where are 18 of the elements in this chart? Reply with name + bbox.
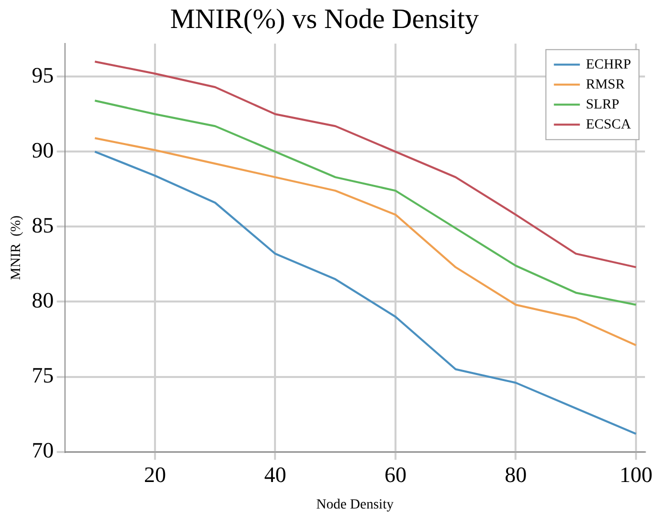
legend-label: ECSCA (586, 117, 632, 132)
x-tick-label: 60 (384, 462, 406, 487)
legend-label: ECHRP (586, 57, 632, 72)
x-axis-title: Node Density (316, 497, 394, 512)
y-tick-label: 90 (32, 137, 54, 162)
y-tick-label: 70 (32, 438, 54, 463)
y-tick-label: 85 (32, 212, 54, 238)
x-tick-label: 40 (264, 462, 286, 487)
x-tick-label: 20 (144, 462, 166, 487)
x-tick-label: 100 (619, 462, 652, 487)
legend-label: SLRP (586, 97, 620, 112)
chart-title: MNIR(%) vs Node Density (170, 4, 479, 36)
y-tick-label: 75 (32, 362, 54, 388)
y-tick-label: 95 (32, 62, 54, 88)
y-tick-label: 80 (32, 288, 54, 313)
y-axis-title: MNIR (%) (9, 215, 24, 280)
legend-label: RMSR (586, 77, 626, 92)
x-tick-label: 80 (504, 462, 527, 487)
